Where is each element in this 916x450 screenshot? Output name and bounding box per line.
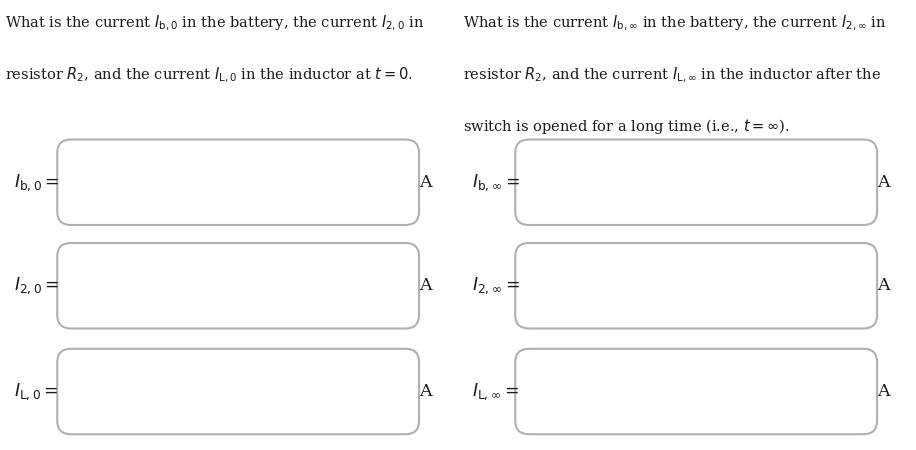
Text: $I_{2,\infty} =$: $I_{2,\infty} =$ xyxy=(472,275,519,296)
Text: A: A xyxy=(877,277,889,294)
FancyBboxPatch shape xyxy=(515,243,877,328)
Text: What is the current $I_{\mathrm{b},0}$ in the battery, the current $I_{2,0}$ in: What is the current $I_{\mathrm{b},0}$ i… xyxy=(5,14,424,33)
Text: $I_{\mathrm{L},0} =$: $I_{\mathrm{L},0} =$ xyxy=(14,381,59,402)
Text: What is the current $I_{\mathrm{b},\infty}$ in the battery, the current $I_{2,\i: What is the current $I_{\mathrm{b},\inft… xyxy=(463,14,886,33)
Text: $I_{2,0} =$: $I_{2,0} =$ xyxy=(14,275,60,296)
Text: A: A xyxy=(419,277,431,294)
FancyBboxPatch shape xyxy=(57,140,419,225)
Text: A: A xyxy=(419,383,431,400)
Text: $I_{\mathrm{L},\infty} =$: $I_{\mathrm{L},\infty} =$ xyxy=(472,381,518,402)
FancyBboxPatch shape xyxy=(515,349,877,434)
Text: A: A xyxy=(877,174,889,191)
Text: resistor $R_2$, and the current $I_{\mathrm{L},0}$ in the inductor at $t = 0$.: resistor $R_2$, and the current $I_{\mat… xyxy=(5,65,413,85)
FancyBboxPatch shape xyxy=(57,349,419,434)
Text: resistor $R_2$, and the current $I_{\mathrm{L},\infty}$ in the inductor after th: resistor $R_2$, and the current $I_{\mat… xyxy=(463,65,881,85)
Text: A: A xyxy=(419,174,431,191)
FancyBboxPatch shape xyxy=(57,243,419,328)
Text: $I_{\mathrm{b},\infty} =$: $I_{\mathrm{b},\infty} =$ xyxy=(472,172,519,193)
Text: switch is opened for a long time (i.e., $t = \infty$).: switch is opened for a long time (i.e., … xyxy=(463,117,790,136)
Text: $I_{\mathrm{b},0} =$: $I_{\mathrm{b},0} =$ xyxy=(14,172,60,193)
Text: A: A xyxy=(877,383,889,400)
FancyBboxPatch shape xyxy=(515,140,877,225)
